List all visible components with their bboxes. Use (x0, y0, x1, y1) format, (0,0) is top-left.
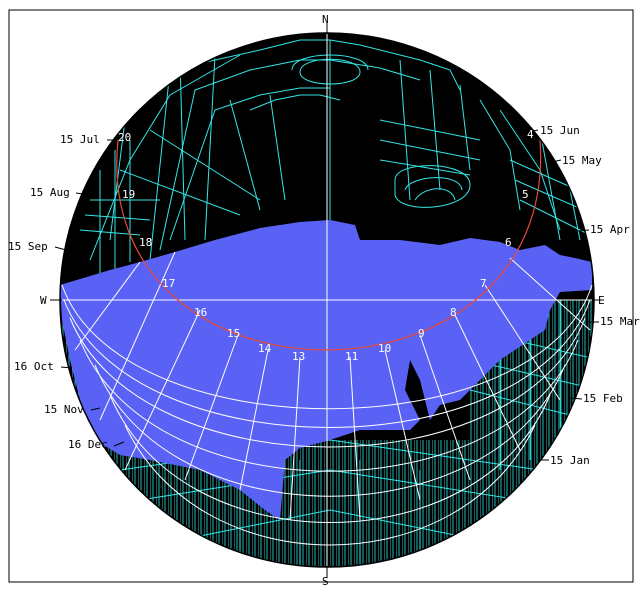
hour-label: 20 (118, 131, 131, 144)
compass-ticks (50, 22, 604, 578)
month-leaders (54, 129, 599, 461)
month-label-feb: 15 Feb (583, 392, 623, 405)
month-label-sep: 15 Sep (8, 240, 48, 253)
hour-label: 17 (162, 277, 175, 290)
hour-label: 19 (122, 188, 135, 201)
month-label-jun: 15 Jun (540, 124, 580, 137)
hour-label: 16 (194, 306, 207, 319)
hour-label: 8 (450, 306, 457, 319)
hour-label: 9 (418, 327, 425, 340)
month-label-oct: 16 Oct (14, 360, 54, 373)
hour-label: 10 (378, 342, 391, 355)
month-label-may: 15 May (562, 154, 602, 167)
hour-label: 11 (345, 350, 358, 363)
sun-path-highlight (116, 139, 542, 351)
month-label-dec: 16 Dec (68, 438, 108, 451)
south-label: S (322, 575, 329, 588)
hour-label: 15 (227, 327, 240, 340)
north-label: N (322, 13, 329, 26)
sun-path-grid (61, 251, 593, 546)
hour-label: 4 (527, 128, 534, 141)
month-label-nov: 15 Nov (44, 403, 84, 416)
west-label: W (40, 294, 47, 307)
month-label-jan: 15 Jan (550, 454, 590, 467)
outer-frame (8, 9, 634, 583)
month-label-jul: 15 Jul (60, 133, 100, 146)
month-label-mar: 15 Mar (600, 315, 640, 328)
hour-label: 13 (292, 350, 305, 363)
east-label: E (598, 294, 605, 307)
hour-label: 7 (480, 277, 487, 290)
hour-label: 14 (258, 342, 272, 355)
horizon-disc (60, 33, 594, 567)
hour-label: 5 (522, 188, 529, 201)
hour-label: 18 (139, 236, 152, 249)
hour-label: 6 (505, 236, 512, 249)
month-label-aug: 15 Aug (30, 186, 70, 199)
month-label-apr: 15 Apr (590, 223, 630, 236)
